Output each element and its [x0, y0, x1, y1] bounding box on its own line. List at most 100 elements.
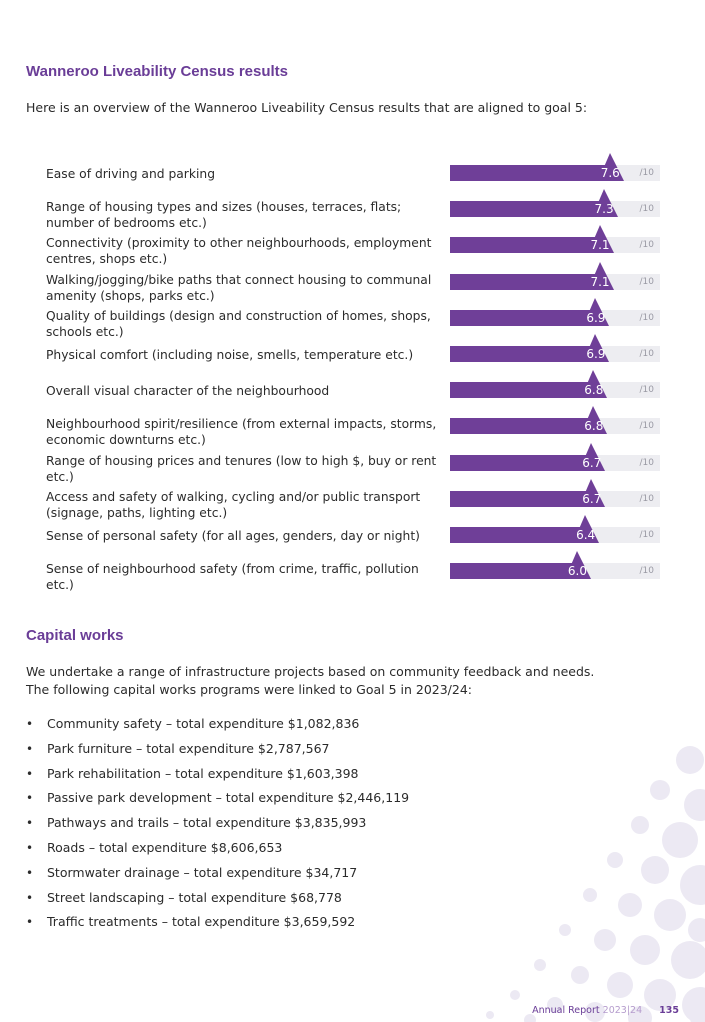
- bullet-icon: •: [26, 840, 34, 855]
- census-heading: Wanneroo Liveability Census results: [26, 63, 289, 80]
- census-score-value: 7.6: [600, 166, 620, 180]
- census-score-max: /10: [639, 421, 654, 432]
- decorative-dot: [650, 780, 670, 800]
- capital-works-item: • Community safety – total expenditure $1…: [0, 712, 409, 737]
- census-score-max: /10: [639, 385, 654, 396]
- census-score-max: /10: [639, 530, 654, 540]
- census-score-value: 6.8: [584, 419, 604, 434]
- census-bar-track: 7.1/10: [450, 225, 660, 254]
- bullet-icon: •: [26, 816, 34, 831]
- census-score-max: /10: [639, 312, 654, 323]
- bullet-icon: •: [26, 791, 34, 806]
- census-bar-track: 7.6/10: [450, 153, 660, 181]
- capital-works-item-text: Park furniture – total expenditure $2,78…: [47, 740, 330, 756]
- decorative-dot: [662, 822, 698, 858]
- decorative-dot: [524, 1014, 536, 1022]
- decorative-dot: [571, 966, 589, 984]
- census-bar-fill: [450, 382, 590, 399]
- census-score-max: /10: [639, 276, 654, 287]
- decorative-dot: [641, 856, 669, 884]
- census-bar-peak: [579, 478, 606, 507]
- census-row-label: Range of housing prices and tenures (low…: [46, 453, 437, 484]
- census-row-label: Range of housing types and sizes (houses…: [46, 200, 402, 231]
- census-bar-fill: [450, 201, 600, 218]
- census-score-max: /10: [639, 204, 654, 215]
- census-score-value: 6.7: [582, 455, 602, 470]
- decorative-dot: [534, 959, 546, 971]
- capital-works-item: • Park rehabilitation – total expenditure…: [0, 762, 409, 787]
- footer-report-title: Annual Report: [532, 1005, 600, 1016]
- census-bar-peak: [581, 406, 608, 435]
- census-row-label: Physical comfort (including noise, smell…: [46, 348, 414, 362]
- capital-works-item-text: Street landscaping – total expenditure $…: [47, 889, 342, 905]
- census-bar-peak: [583, 297, 610, 326]
- census-bar-track: 6.7/10: [450, 442, 660, 471]
- census-row-label: Ease of driving and parking: [46, 167, 216, 181]
- census-bar-peak: [587, 225, 614, 254]
- decorative-dot: [628, 1006, 652, 1022]
- capital-works-intro-line-2: The following capital works programs wer…: [26, 682, 473, 697]
- census-bar-fill: [450, 490, 588, 507]
- census-bar-track: 7.3/10: [450, 189, 660, 218]
- census-bar-fill: [450, 273, 596, 290]
- census-bar-track: 6.8/10: [450, 406, 660, 435]
- census-bar-fill: [450, 418, 590, 435]
- capital-works-item-text: Community safety – total expenditure $1,…: [47, 716, 360, 731]
- census-bar-peak: [597, 153, 624, 181]
- decorative-dot: [688, 918, 705, 942]
- bullet-icon: •: [26, 915, 34, 930]
- census-score-value: 7.1: [590, 238, 610, 253]
- decorative-dot: [654, 899, 686, 931]
- census-intro: Here is an overview of the Wanneroo Live…: [26, 100, 588, 115]
- census-row-label: Sense of personal safety (for all ages, …: [46, 529, 420, 543]
- decorative-dot: [671, 941, 705, 979]
- capital-works-item: • Park furniture – total expenditure $2,7…: [0, 737, 409, 762]
- census-score-value: 6.8: [584, 383, 604, 398]
- decorative-dot: [607, 972, 633, 998]
- bullet-icon: •: [26, 766, 34, 781]
- census-row-label: Overall visual character of the neighbou…: [46, 384, 330, 399]
- capital-works-intro-line-1: We undertake a range of infrastructure p…: [26, 664, 595, 679]
- census-score-value: 7.3: [594, 202, 614, 217]
- census-score-value: 6.7: [582, 491, 602, 506]
- census-score-max: /10: [639, 240, 654, 251]
- census-bar-peak: [587, 261, 614, 290]
- census-bar-peak: [591, 189, 618, 218]
- capital-works-item-text: Stormwater drainage – total expenditure …: [47, 864, 358, 880]
- decorative-dot: [630, 935, 660, 965]
- census-score-value: 6.9: [586, 347, 606, 361]
- census-bar-fill: [450, 346, 592, 362]
- bullet-icon: •: [26, 741, 34, 756]
- page-footer: Annual Report 2023|24 135: [532, 1005, 679, 1016]
- census-bar-track: 6.8/10: [450, 370, 660, 399]
- census-bar-fill: [450, 454, 588, 471]
- census-bar-fill: [450, 563, 573, 580]
- decorative-dot: [547, 997, 563, 1013]
- capital-works-item: • Traffic treatments – total expenditure …: [0, 910, 409, 935]
- capital-works-item-text: Passive park development – total expendi…: [47, 790, 410, 806]
- census-score-value: 6.0: [567, 564, 587, 579]
- census-bar-track: 6.4/10: [450, 515, 660, 543]
- decorative-dot: [684, 789, 705, 821]
- decorative-dot: [594, 929, 616, 951]
- census-bar-track: 6.9/10: [450, 334, 660, 362]
- census-bar-fill: [450, 527, 582, 543]
- census-row-label: Quality of buildings (design and constru…: [46, 308, 431, 339]
- capital-works-item: • Roads – total expenditure $8,606,653: [0, 836, 409, 861]
- census-score-max: /10: [639, 566, 654, 577]
- census-score-value: 6.4: [576, 528, 596, 542]
- decorative-dot: [583, 888, 597, 902]
- census-bar-peak: [583, 334, 610, 362]
- capital-works-item-text: Pathways and trails – total expenditure …: [47, 815, 367, 831]
- census-score-max: /10: [639, 457, 654, 468]
- decorative-dot: [607, 852, 623, 868]
- capital-works-heading: Capital works: [26, 627, 124, 644]
- capital-works-item: • Street landscaping – total expenditure …: [0, 886, 409, 911]
- census-score-max: /10: [639, 493, 654, 504]
- census-bar-track: 7.1/10: [450, 261, 660, 290]
- census-score-max: /10: [639, 168, 654, 178]
- capital-works-item-text: Roads – total expenditure $8,606,653: [47, 839, 283, 855]
- census-score-max: /10: [639, 349, 654, 359]
- decorative-dot: [680, 865, 705, 905]
